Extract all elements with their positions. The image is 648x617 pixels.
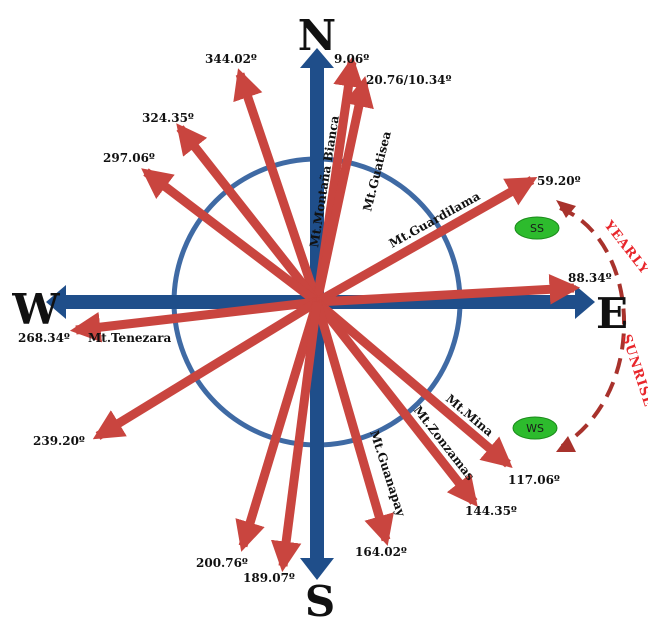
label-117: 117.06º <box>508 473 560 487</box>
label-324: 324.35º <box>142 111 194 125</box>
winter-solstice-pill: WS <box>512 416 558 440</box>
label-297: 297.06º <box>103 151 155 165</box>
east-letter: E <box>596 289 628 338</box>
north-arrow-head <box>300 48 334 68</box>
south-arrow-shaft <box>310 302 324 560</box>
yearly-sunrise-arc <box>559 206 627 448</box>
winter-solstice-text: WS <box>526 422 544 435</box>
ray-144 <box>313 299 478 507</box>
yearly-label: YEARLY <box>600 217 648 277</box>
ray-88 <box>316 274 581 307</box>
label-200: 200.76º <box>196 556 248 570</box>
compass-cross <box>46 48 595 580</box>
east-arrow-head <box>575 285 595 319</box>
north-letter: N <box>298 11 336 60</box>
south-letter: S <box>305 577 335 617</box>
summer-solstice-text: SS <box>530 222 544 235</box>
label-268: 268.34º <box>18 331 70 345</box>
ray-324 <box>176 123 321 305</box>
ray-239 <box>92 298 320 440</box>
arc-head-bottom <box>556 436 576 452</box>
west-arrow-head <box>46 285 66 319</box>
sunrise-label: SUNRISE <box>618 333 648 410</box>
ray-200 <box>235 300 322 552</box>
ray-117 <box>314 298 513 468</box>
label-164: 164.02º <box>355 545 407 559</box>
west-letter: W <box>11 285 60 334</box>
label-344: 344.02º <box>205 52 257 66</box>
arc-head-top <box>556 200 576 218</box>
label-88: 88.34º <box>568 271 612 285</box>
label-guatisea: Mt.Guatisea <box>360 130 393 213</box>
ray-268 <box>69 297 318 343</box>
ray-344 <box>233 68 322 304</box>
ray-297 <box>141 168 320 306</box>
summer-solstice-pill: SS <box>514 216 560 240</box>
alignment-rays <box>69 55 581 573</box>
ray-20 <box>312 76 374 303</box>
label-144: 144.35º <box>465 504 517 518</box>
south-arrow-head <box>300 558 334 580</box>
label-59: 59.20º <box>537 174 581 188</box>
label-tenezara: Mt.Tenezara <box>88 331 171 345</box>
ray-59 <box>314 176 538 306</box>
north-arrow-shaft <box>310 66 324 302</box>
label-20: 20.76/10.34º <box>366 73 452 87</box>
ray-189 <box>270 301 322 573</box>
label-189: 189.07º <box>243 571 295 585</box>
ray-164 <box>312 300 394 546</box>
label-239: 239.20º <box>33 434 85 448</box>
label-9: 9.06º <box>334 52 369 66</box>
